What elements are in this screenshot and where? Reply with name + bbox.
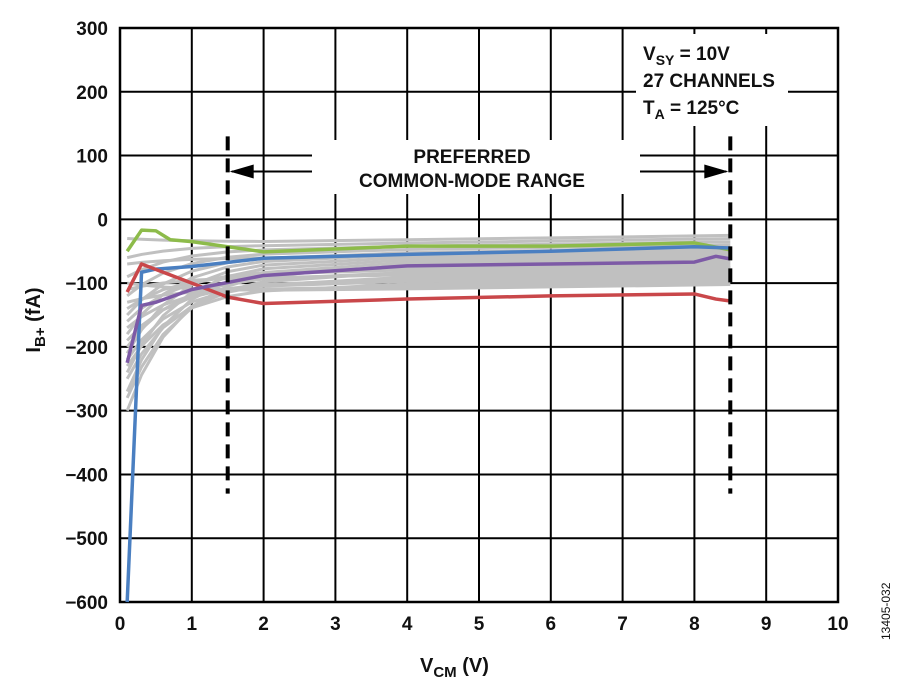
x-tick-label: 6 <box>546 614 557 635</box>
condition-ta: TA = 125°C <box>643 98 740 122</box>
tick-labels: 0 1 2 3 4 5 6 7 8 9 10 300 200 100 0 −100 −200 −300 −400 −5… <box>65 19 848 635</box>
x-tick-label: 7 <box>617 614 628 635</box>
x-tick-label: 2 <box>258 614 269 635</box>
gray-channel-line <box>126 237 731 260</box>
condition-vsy: VSY = 10V <box>643 44 730 68</box>
x-tick-label: 0 <box>115 614 126 635</box>
y-tick-label: −100 <box>65 274 108 295</box>
gray-channel-line <box>125 265 731 399</box>
blue-series-line <box>125 245 731 603</box>
range-label-1: PREFERRED <box>413 147 530 168</box>
x-tick-label: 8 <box>689 614 700 635</box>
purple-series-line <box>125 254 731 364</box>
arrow-left-icon <box>229 164 254 179</box>
x-tick-label: 4 <box>402 614 413 635</box>
y-tick-label: 100 <box>76 147 108 168</box>
arrow-right-icon <box>704 164 729 179</box>
conditions-bg <box>636 34 788 126</box>
y-tick-label: 200 <box>76 83 108 104</box>
y-tick-label: −600 <box>65 593 108 614</box>
gray-channel-line <box>126 281 731 292</box>
range-label-2: COMMON-MODE RANGE <box>359 171 585 192</box>
y-tick-label: −200 <box>65 338 108 359</box>
gray-channel-line <box>126 263 731 310</box>
gray-channel-line <box>125 272 731 361</box>
range-label-bg <box>312 140 640 194</box>
x-tick-label: 1 <box>187 614 198 635</box>
x-tick-label: 5 <box>474 614 485 635</box>
y-tick-label: −300 <box>65 402 108 423</box>
y-axis-label: IB+ (fA) <box>23 287 49 352</box>
figure-id: 13405-032 <box>879 582 893 640</box>
x-tick-label: 10 <box>827 614 848 635</box>
x-tick-label: 3 <box>330 614 341 635</box>
gray-channel-line <box>125 277 731 367</box>
gray-series-group <box>125 233 731 412</box>
y-tick-label: −500 <box>65 529 108 550</box>
gray-channel-line <box>126 243 731 298</box>
x-axis-label: VCM (V) <box>420 655 489 681</box>
plot-frame <box>118 26 840 604</box>
y-tick-label: 0 <box>97 210 108 231</box>
x-tick-label: 9 <box>761 614 772 635</box>
gray-channel-line <box>127 233 731 243</box>
y-tick-label: −400 <box>65 465 108 486</box>
y-tick-label: 300 <box>76 19 108 40</box>
range-markers <box>225 136 733 494</box>
red-series-line <box>125 262 731 306</box>
gray-channel-line <box>127 249 731 266</box>
condition-channels: 27 CHANNELS <box>643 71 775 92</box>
